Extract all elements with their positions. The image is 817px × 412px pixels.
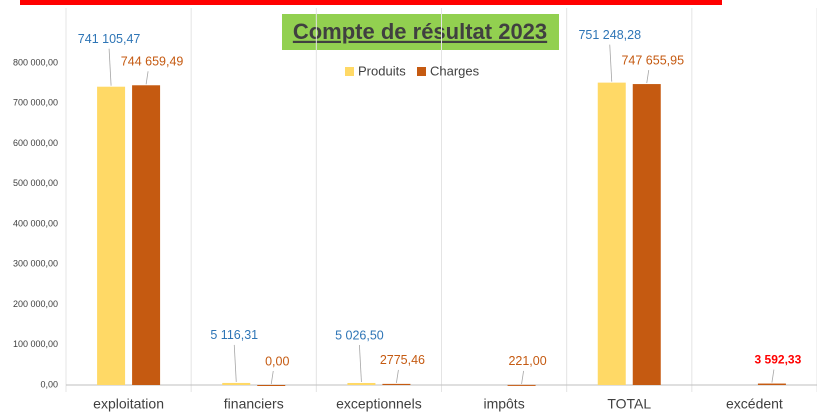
leader-line bbox=[646, 70, 650, 84]
y-tick-label: 100 000,00 bbox=[13, 339, 58, 349]
bar bbox=[757, 383, 786, 385]
bar bbox=[222, 382, 251, 385]
bar bbox=[97, 86, 126, 385]
x-tick-label: financiers bbox=[224, 396, 284, 412]
bar bbox=[597, 82, 626, 386]
x-tick-label: excédent bbox=[726, 396, 783, 412]
leader-line bbox=[396, 369, 399, 383]
data-label: 221,00 bbox=[508, 354, 546, 368]
y-tick-label: 800 000,00 bbox=[13, 57, 58, 67]
data-label: 744 659,49 bbox=[121, 55, 184, 69]
x-tick-label: exploitation bbox=[93, 396, 164, 412]
data-label: 2775,46 bbox=[380, 353, 425, 367]
legend-swatch bbox=[345, 67, 354, 76]
data-label: 5 116,31 bbox=[210, 328, 258, 342]
legend-label: Charges bbox=[430, 63, 480, 78]
leader-line bbox=[233, 344, 237, 382]
leader-line bbox=[108, 48, 112, 86]
bar bbox=[507, 384, 536, 386]
bar bbox=[132, 85, 161, 386]
leader-line bbox=[359, 344, 362, 382]
leader-line bbox=[521, 370, 524, 384]
chart-title: Compte de résultat 2023 bbox=[293, 19, 547, 44]
data-label: 751 248,28 bbox=[578, 28, 641, 42]
bar bbox=[257, 385, 286, 386]
bar bbox=[382, 383, 411, 385]
data-label: 3 592,33 bbox=[755, 353, 802, 367]
leader-line bbox=[771, 369, 775, 383]
y-tick-label: 200 000,00 bbox=[13, 299, 58, 309]
y-tick-label: 300 000,00 bbox=[13, 259, 58, 269]
y-tick-label: 700 000,00 bbox=[13, 98, 58, 108]
data-label: 747 655,95 bbox=[621, 53, 684, 67]
legend-label: Produits bbox=[358, 63, 406, 78]
bar bbox=[632, 84, 661, 385]
y-tick-label: 600 000,00 bbox=[13, 138, 58, 148]
title-background bbox=[282, 14, 559, 50]
x-tick-label: TOTAL bbox=[607, 396, 651, 412]
bar bbox=[347, 382, 376, 385]
top-bar bbox=[20, 0, 722, 5]
x-tick-label: exceptionnels bbox=[336, 396, 422, 412]
leader-line bbox=[270, 370, 274, 385]
y-tick-label: 400 000,00 bbox=[13, 218, 58, 228]
data-label: 741 105,47 bbox=[78, 32, 141, 46]
y-tick-label: 0,00 bbox=[40, 379, 58, 389]
y-tick-label: 500 000,00 bbox=[13, 178, 58, 188]
data-label: 0,00 bbox=[265, 354, 289, 368]
x-tick-label: impôts bbox=[483, 396, 524, 412]
leader-line bbox=[609, 44, 613, 82]
legend-swatch bbox=[417, 67, 426, 76]
leader-line bbox=[145, 71, 149, 85]
data-label: 5 026,50 bbox=[335, 328, 384, 342]
